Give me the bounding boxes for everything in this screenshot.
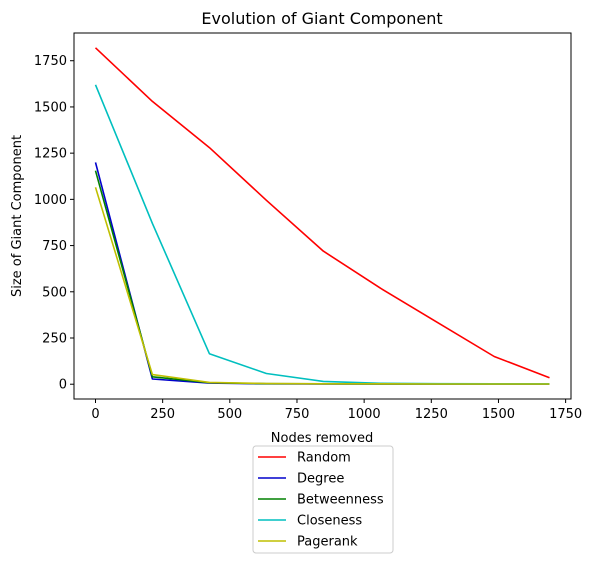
legend-label-betweenness: Betweenness [297,493,384,508]
y-axis-label: Size of Giant Component [10,135,25,297]
y-tick-label: 1250 [34,147,67,162]
x-tick-label: 250 [150,407,175,422]
x-tick-label: 1750 [549,407,582,422]
y-tick-label: 0 [59,378,67,393]
plot-area-frame [73,32,572,400]
y-axis: 0 250 500 750 1000 1250 1500 1750 [34,54,74,393]
x-tick-label: 0 [91,407,99,422]
x-tick-label: 1250 [415,407,448,422]
chart-title: Evolution of Giant Component [201,9,442,28]
y-tick-label: 1750 [34,54,67,69]
series-line-random [94,47,550,379]
x-tick-label: 1000 [348,407,381,422]
legend-label-pagerank: Pagerank [297,535,358,550]
series-line-pagerank [94,187,550,385]
x-tick-label: 500 [217,407,242,422]
x-tick-label: 1500 [482,407,515,422]
series-lines [94,47,550,385]
legend-box [252,445,394,554]
y-tick-label: 1000 [34,193,67,208]
x-axis-label: Nodes removed [271,431,373,446]
legend-label-random: Random [297,451,351,466]
series-line-betweenness [94,170,550,385]
x-tick-label: 750 [285,407,310,422]
y-tick-label: 1500 [34,100,67,115]
legend: Random Degree Betweenness Closeness Pagerank [252,445,394,554]
series-line-closeness [94,84,550,385]
x-axis: 0 250 500 750 1000 1250 1500 1750 [91,399,582,422]
y-tick-label: 500 [42,285,67,300]
legend-label-degree: Degree [297,472,344,487]
series-line-degree [94,162,550,385]
legend-label-closeness: Closeness [297,514,362,529]
y-tick-label: 750 [42,239,67,254]
y-tick-label: 250 [42,332,67,347]
